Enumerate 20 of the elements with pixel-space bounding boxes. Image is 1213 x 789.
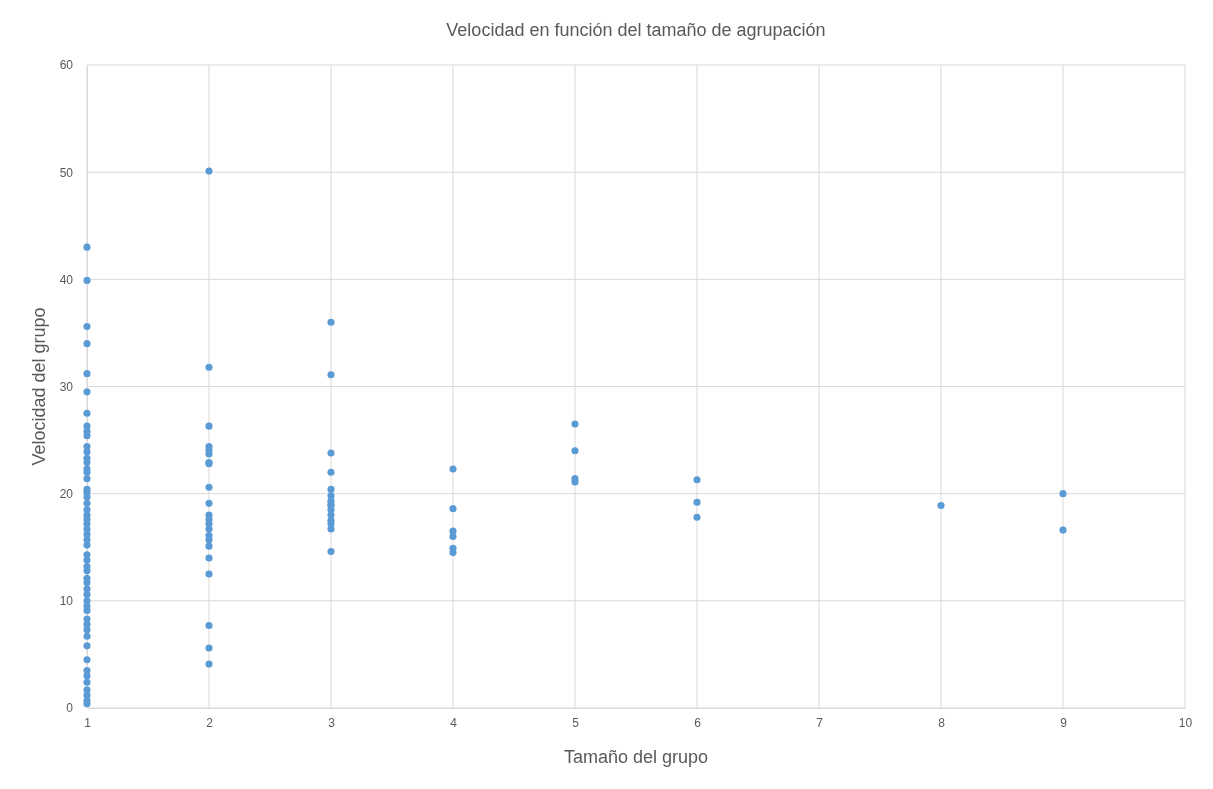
y-tick-label: 20 [59,487,74,502]
y-tick-label: 10 [59,594,74,609]
y-tick-label: 30 [59,379,74,394]
x-tick-label: 8 [938,715,946,730]
x-tick-label: 3 [328,715,336,730]
x-tick-label: 10 [1178,715,1193,730]
y-tick-label: 40 [59,272,74,287]
y-tick-label: 0 [66,701,74,716]
x-tick-label: 6 [694,715,702,730]
y-axis-title: Velocidad del grupo [29,307,49,466]
x-tick-label: 9 [1060,715,1068,730]
x-tick-label: 4 [450,715,458,730]
chart-title: Velocidad en función del tamaño de agrupación [446,20,826,40]
x-tick-label: 2 [206,715,214,730]
y-tick-label: 60 [59,58,74,73]
x-tick-label: 1 [84,715,92,730]
x-tick-label: 7 [816,715,824,730]
y-tick-label: 50 [59,165,74,180]
x-axis-title: Tamaño del grupo [563,747,709,767]
x-tick-label: 5 [572,715,580,730]
